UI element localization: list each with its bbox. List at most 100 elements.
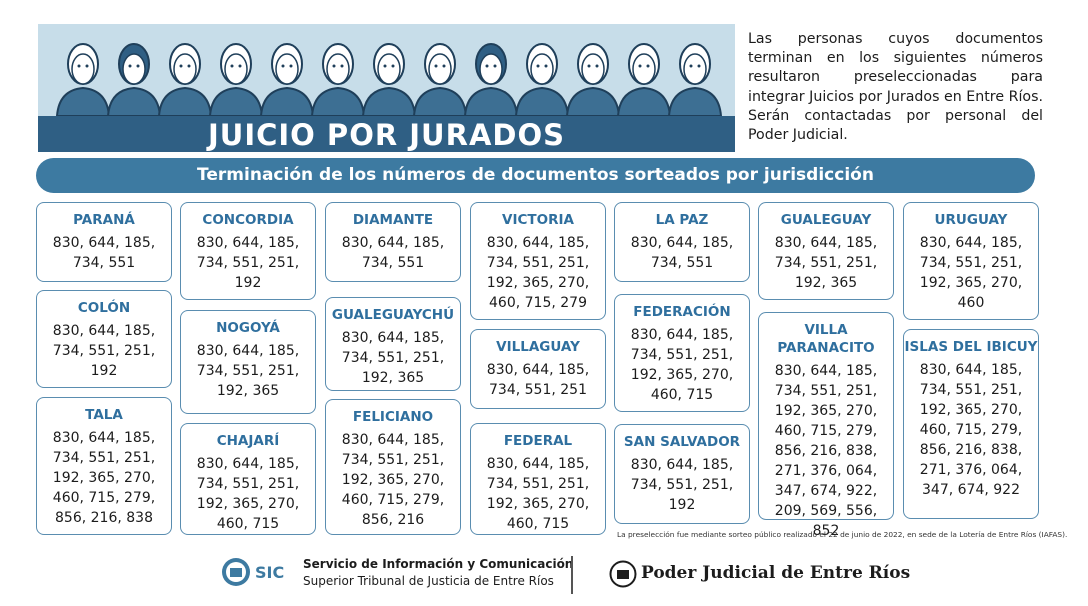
jurisdiction-name: GUALEGUAY	[780, 212, 872, 228]
sic-logo-icon	[222, 558, 250, 586]
document-numbers-line: 734, 551, 251,	[196, 476, 300, 492]
juror-eye	[383, 64, 387, 68]
footer-divider	[571, 556, 573, 594]
juror-eye	[485, 64, 489, 68]
jurisdiction-name: URUGUAY	[934, 212, 1008, 228]
jurisdiction-card: PARANÁ 830, 644, 185, 734, 551	[36, 202, 172, 282]
juror-face	[428, 53, 452, 85]
document-numbers-line: 734, 551, 251,	[196, 363, 300, 379]
juror-face	[326, 53, 350, 85]
juror-eye	[434, 64, 438, 68]
footnote: La preselección fue mediante sorteo públ…	[617, 530, 1068, 539]
juror-eye	[77, 64, 81, 68]
document-numbers-line: 734, 551, 251,	[919, 255, 1023, 271]
jurisdiction-name: FEDERACIÓN	[633, 304, 731, 320]
juror-eye	[442, 64, 446, 68]
juror-eye	[689, 64, 693, 68]
document-numbers-line: 734, 551, 251	[489, 382, 587, 398]
juror-eye	[493, 64, 497, 68]
jurisdiction-name: CONCORDIA	[202, 212, 294, 228]
header-banner: JUICIO POR JURADOS	[38, 24, 735, 152]
jurisdiction-name: PARANÁ	[73, 212, 135, 228]
document-numbers-line: 830, 644, 185,	[630, 235, 734, 251]
juror-eye	[332, 64, 336, 68]
document-numbers-line: 830, 644, 185,	[196, 456, 300, 472]
document-numbers-line: 460, 715, 279	[489, 295, 587, 311]
juror-eye	[391, 64, 395, 68]
document-numbers-line: 830, 644, 185,	[630, 327, 734, 343]
document-numbers-line: 856, 216, 838	[55, 510, 153, 526]
document-numbers-line: 734, 551, 251,	[774, 255, 878, 271]
juror-face	[275, 53, 299, 85]
document-numbers-line: 734, 551, 251,	[774, 383, 878, 399]
document-numbers-line: 856, 216, 838,	[919, 442, 1023, 458]
document-numbers-line: 734, 551	[72, 255, 136, 271]
document-numbers-line: 734, 551	[650, 255, 714, 271]
jurisdiction-name: TALA	[85, 407, 123, 423]
poder-judicial-label: Poder Judicial de Entre Ríos	[641, 563, 911, 583]
document-numbers-line: 209, 569, 556,	[774, 503, 878, 519]
jurisdiction-card: URUGUAY 830, 644, 185, 734, 551, 251, 192, …	[903, 202, 1039, 320]
juror-face	[632, 53, 656, 85]
jurisdiction-name: CHAJARÍ	[216, 433, 280, 449]
juror-eye	[187, 64, 191, 68]
document-numbers-line: 830, 644, 185,	[486, 456, 590, 472]
jurisdiction-card: FEDERACIÓN 830, 644, 185, 734, 551, 251, 19…	[614, 294, 750, 412]
juror-body	[55, 86, 111, 117]
document-numbers-line: 460, 715, 279,	[774, 423, 878, 439]
document-numbers-line: 192, 365, 270,	[486, 496, 590, 512]
juror-face	[71, 53, 95, 85]
juror-body	[310, 86, 366, 117]
juror-eye	[638, 64, 642, 68]
juror-face	[683, 53, 707, 85]
document-numbers-line: 830, 644, 185,	[919, 235, 1023, 251]
document-numbers-line: 734, 551, 251,	[52, 450, 156, 466]
juror-eye	[128, 64, 132, 68]
juror-eye	[587, 64, 591, 68]
document-numbers-line: 192, 365, 270,	[341, 472, 445, 488]
juror-body	[157, 86, 213, 117]
sic-org-line1: Servicio de Información y Comunicación	[303, 557, 574, 571]
jurisdiction-name: LA PAZ	[655, 212, 709, 228]
document-numbers-line: 830, 644, 185,	[196, 235, 300, 251]
document-numbers-line: 852	[812, 523, 840, 539]
jurisdiction-card: VILLA PARANACITO 830, 644, 185, 734, 551, …	[758, 312, 894, 539]
document-numbers-line: 830, 644, 185,	[52, 430, 156, 446]
jurisdiction-name: VILLAGUAY	[496, 339, 580, 355]
document-numbers-line: 734, 551, 251,	[919, 382, 1023, 398]
document-numbers-line: 192	[234, 275, 262, 291]
document-numbers-line: 830, 644, 185,	[919, 362, 1023, 378]
document-numbers-line: 830, 644, 185,	[486, 235, 590, 251]
juror-face	[377, 53, 401, 85]
juror-body	[259, 86, 315, 117]
document-numbers-line: 856, 216	[361, 512, 425, 528]
document-numbers-line: 830, 644, 185,	[486, 362, 590, 378]
document-numbers-line: 734, 551, 251,	[486, 255, 590, 271]
jurisdiction-name: FELICIANO	[352, 409, 434, 425]
juror-body	[514, 86, 570, 117]
document-numbers-line: 192, 365, 270,	[919, 275, 1023, 291]
section-subtitle: Terminación de los números de documentos…	[36, 158, 1035, 193]
document-numbers-line: 460, 715	[216, 516, 280, 532]
document-numbers-line: 192	[90, 363, 118, 379]
document-numbers-line: 192	[668, 497, 696, 513]
juror-face	[530, 53, 554, 85]
document-numbers-line: 830, 644, 185,	[341, 235, 445, 251]
document-numbers-line: 830, 644, 185,	[52, 323, 156, 339]
juror-eye	[179, 64, 183, 68]
jurisdiction-card: CONCORDIA 830, 644, 185, 734, 551, 251, 192	[180, 202, 316, 300]
juror-face	[224, 53, 248, 85]
jurisdiction-card: CHAJARÍ 830, 644, 185, 734, 551, 251, 192, …	[180, 423, 316, 535]
banner-title: JUICIO POR JURADOS	[38, 116, 735, 152]
jurisdiction-card: VICTORIA 830, 644, 185, 734, 551, 251, 192,…	[470, 202, 606, 320]
jurisdiction-card: GUALEGUAYCHÚ 830, 644, 185, 734, 551, 251,…	[325, 297, 461, 391]
juror-eye	[230, 64, 234, 68]
juror-eye	[697, 64, 701, 68]
juror-face	[479, 53, 503, 85]
document-numbers-line: 192, 365	[216, 383, 280, 399]
juror-body	[208, 86, 264, 117]
jurisdiction-card: FELICIANO 830, 644, 185, 734, 551, 251, 192…	[325, 399, 461, 535]
jurisdiction-name: VICTORIA	[502, 212, 574, 228]
sic-label: SIC	[255, 563, 285, 582]
document-numbers-line: 856, 216, 838,	[774, 443, 878, 459]
